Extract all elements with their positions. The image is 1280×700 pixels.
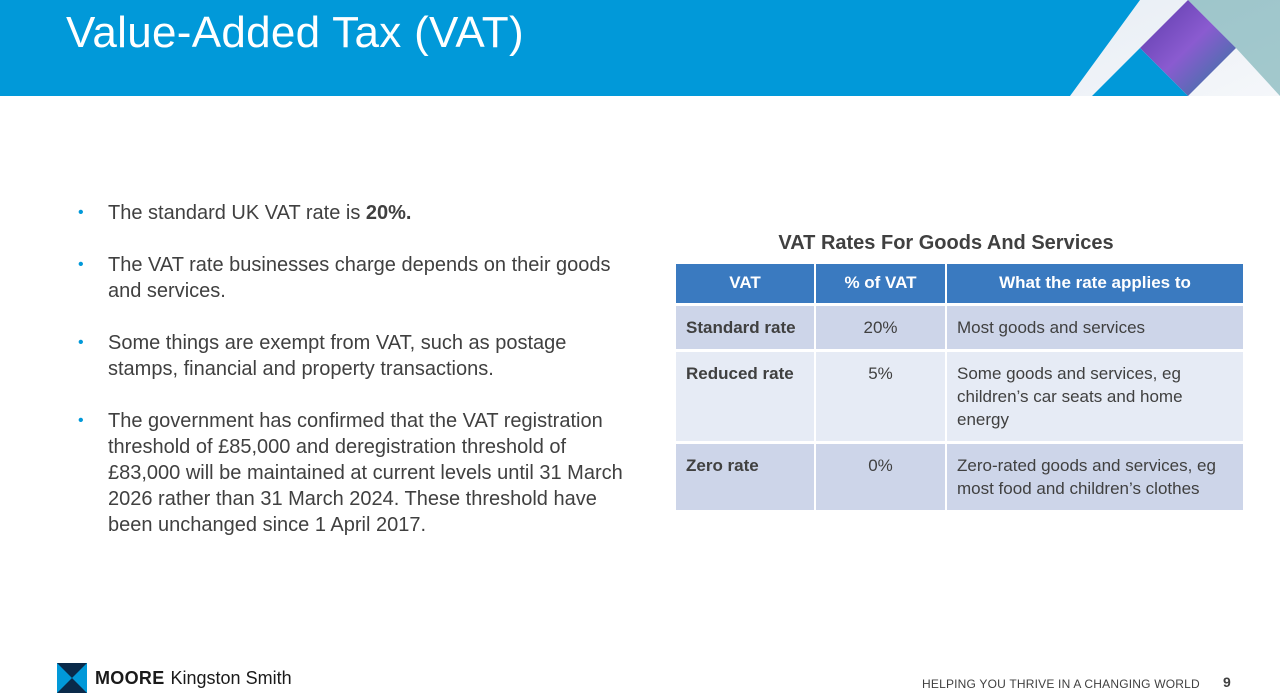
moore-logo-icon	[57, 663, 87, 693]
bullet-text: Some things are exempt from VAT, such as…	[108, 332, 567, 380]
column-header-vat: VAT	[676, 264, 816, 304]
rate-percent-cell: 5%	[815, 348, 947, 442]
bullet-exempt: • Some things are exempt from VAT, such …	[78, 330, 623, 382]
table-row: Zero rate 0% Zero-rated goods and servic…	[676, 440, 1243, 510]
rate-applies-cell: Zero-rated goods and services, eg most f…	[946, 440, 1243, 510]
header-decoration-graphic	[1070, 0, 1280, 96]
brand-name-bold: MOORE	[95, 667, 165, 688]
rate-applies-cell: Most goods and services	[946, 302, 1243, 350]
bullet-text: The standard UK VAT rate is	[108, 202, 366, 224]
bullet-threshold: • The government has confirmed that the …	[78, 408, 623, 538]
brand-name: Kingston Smith	[170, 667, 292, 688]
rate-name-cell: Reduced rate	[676, 348, 816, 442]
rate-applies-cell: Some goods and services, eg children’s c…	[946, 348, 1243, 442]
table-title: VAT Rates For Goods And Services	[778, 232, 1114, 254]
bullet-standard-rate: • The standard UK VAT rate is 20%.	[78, 200, 623, 226]
bullet-dot-icon: •	[78, 256, 84, 273]
vat-rates-table: VAT % of VAT What the rate applies to St…	[676, 264, 1243, 510]
bullet-dot-icon: •	[78, 204, 84, 221]
bullet-dot-icon: •	[78, 334, 84, 351]
column-header-applies: What the rate applies to	[946, 264, 1243, 304]
rate-percent-cell: 0%	[815, 440, 947, 510]
bullet-emphasis: 20%.	[365, 202, 412, 224]
table-row: Reduced rate 5% Some goods and services,…	[676, 348, 1243, 442]
column-header-percent: % of VAT	[815, 264, 947, 304]
rate-name-cell: Standard rate	[676, 302, 816, 350]
bullet-list: • The standard UK VAT rate is 20%. • The…	[78, 200, 623, 564]
slide-header: Value-Added Tax (VAT)	[0, 0, 1280, 96]
bullet-text: The VAT rate businesses charge depends o…	[108, 254, 611, 302]
table-header-row: VAT % of VAT What the rate applies to	[676, 264, 1243, 304]
footer-logo: MOORE Kingston Smith	[57, 663, 292, 693]
footer-tagline: HELPING YOU THRIVE IN A CHANGING WORLD	[922, 677, 1200, 691]
rate-name-cell: Zero rate	[676, 440, 816, 510]
bullet-rate-depends: • The VAT rate businesses charge depends…	[78, 252, 623, 304]
bullet-text: The government has confirmed that the VA…	[108, 410, 623, 536]
table-row: Standard rate 20% Most goods and service…	[676, 302, 1243, 350]
bullet-dot-icon: •	[78, 412, 84, 429]
page-title: Value-Added Tax (VAT)	[66, 8, 524, 57]
rate-percent-cell: 20%	[815, 302, 947, 350]
page-number: 9	[1223, 674, 1231, 690]
